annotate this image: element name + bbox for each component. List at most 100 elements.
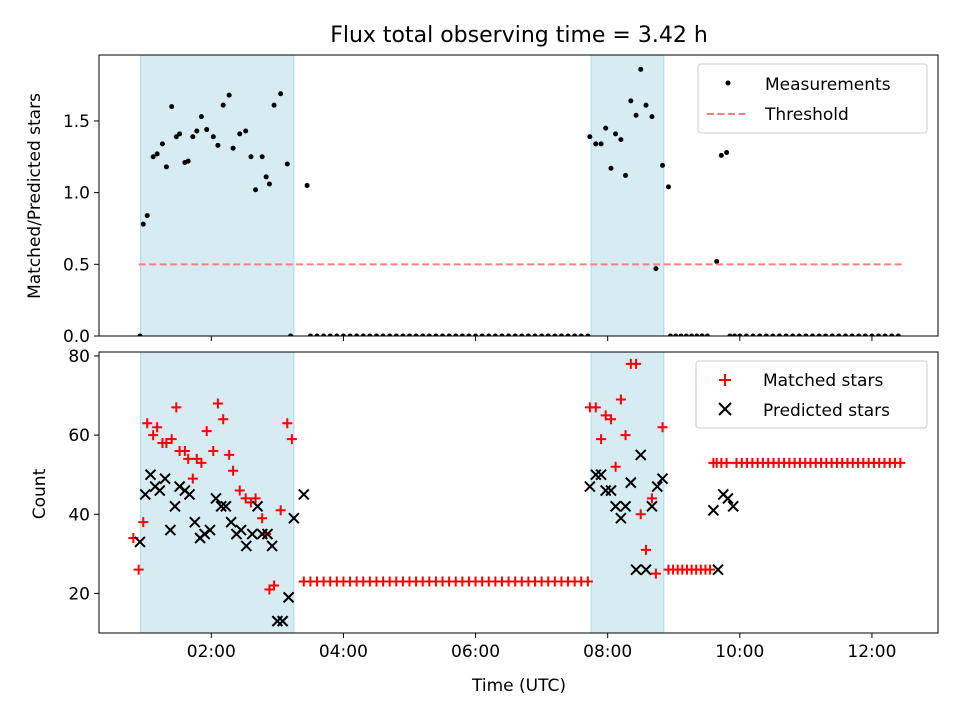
legend-matched-label: Matched stars [763,371,883,391]
matched-star-point [275,505,286,516]
matched-star-point [196,457,207,468]
measurement-point [137,333,143,336]
measurement-point [237,131,243,137]
predicted-star-point [235,524,247,536]
bottom-shaded-interval-2 [590,352,665,633]
predicted-star-point [139,488,151,501]
legend-predicted-marker [718,402,732,416]
top-x-ticks [210,336,873,341]
measurement-point [750,333,756,336]
measurement-point [862,333,868,336]
measurement-point [163,164,169,170]
measurement-point [512,333,518,336]
measurement-point [266,181,272,187]
measurement-point [578,333,584,336]
measurement-point [314,333,320,336]
measurement-point [673,333,679,336]
measurement-point [718,152,724,158]
measurement-point [144,213,150,219]
measurement-point [169,104,175,110]
measurement-point [869,333,875,336]
matched-star-point [171,402,182,413]
measurement-point [466,333,472,336]
measurement-point [565,333,571,336]
measurement-point [743,333,749,336]
measurement-point [340,333,346,336]
measurement-point [173,134,179,140]
predicted-star-point [134,536,146,548]
x-tick-label: 12:00 [847,642,896,662]
bottom-plot-area [128,358,906,627]
measurement-point [226,92,232,98]
measurement-point [724,149,730,155]
top-shaded-intervals [140,55,665,336]
predicted-star-point [625,476,637,489]
measurement-point [545,333,551,336]
measurement-point [757,333,763,336]
measurement-point [215,142,221,148]
predicted-star-point [144,468,157,481]
bottom-legend: Matched stars Predicted stars [695,360,928,429]
bottom-axes-frame [98,351,939,634]
matched-star-point [269,580,280,591]
predicted-star-point [169,500,181,513]
measurement-point [440,333,446,336]
measurement-point [667,333,673,336]
measurement-point [304,182,310,188]
matched-star-point [218,414,229,425]
matched-star-point [657,422,668,433]
measurement-point [479,333,485,336]
measurement-point [230,145,236,151]
measurement-point [486,333,492,336]
matched-star-point [631,358,642,369]
measurement-point [248,154,254,160]
predicted-star-point [210,492,222,505]
measurement-point [593,141,599,147]
measurement-point [259,154,265,160]
matched-star-point [148,430,159,441]
matched-star-point [224,449,235,460]
matched-star-point [620,430,631,441]
measurement-point [204,127,210,133]
x-axis-label: Time (UTC) [471,676,566,696]
measurement-point [354,333,360,336]
measurement-point [763,333,769,336]
matched-star-point [582,576,593,587]
measurement-point [796,333,802,336]
measurement-point [660,162,666,168]
top-shaded-interval-2 [590,55,665,336]
measurement-point [704,333,710,336]
matched-star-point [650,568,661,579]
matched-star-point [646,493,657,504]
top-shaded-interval-1 [140,55,295,336]
matched-star-point [257,513,268,524]
measurement-point [633,112,639,118]
predicted-star-point [619,500,632,513]
measurement-point [613,131,619,137]
x-tick-label: 04:00 [319,642,368,662]
bottom-shaded-interval-1 [140,352,295,633]
measurement-point [185,158,191,164]
predicted-star-point [282,591,295,604]
predicted-star-point [298,488,310,501]
measurement-point [159,141,165,147]
predicted-star-point [640,563,652,576]
measurement-point [552,333,558,336]
matched-star-point [590,402,601,413]
matched-star-point [138,517,149,528]
predicted-star-point [651,480,663,493]
predicted-star-point [266,540,278,552]
top-legend-box [697,63,928,134]
measurement-point [243,128,249,134]
measurement-point [643,102,649,108]
measurement-point [732,333,738,336]
measurement-point [327,333,333,336]
matched-star-point [895,457,906,468]
predicted-star-point [220,500,232,513]
bottom-y-tick-label: 20 [68,584,90,604]
matched-star-point [600,410,611,421]
measurement-point [420,333,426,336]
measurement-point [525,333,531,336]
top-axes-frame [98,54,939,337]
